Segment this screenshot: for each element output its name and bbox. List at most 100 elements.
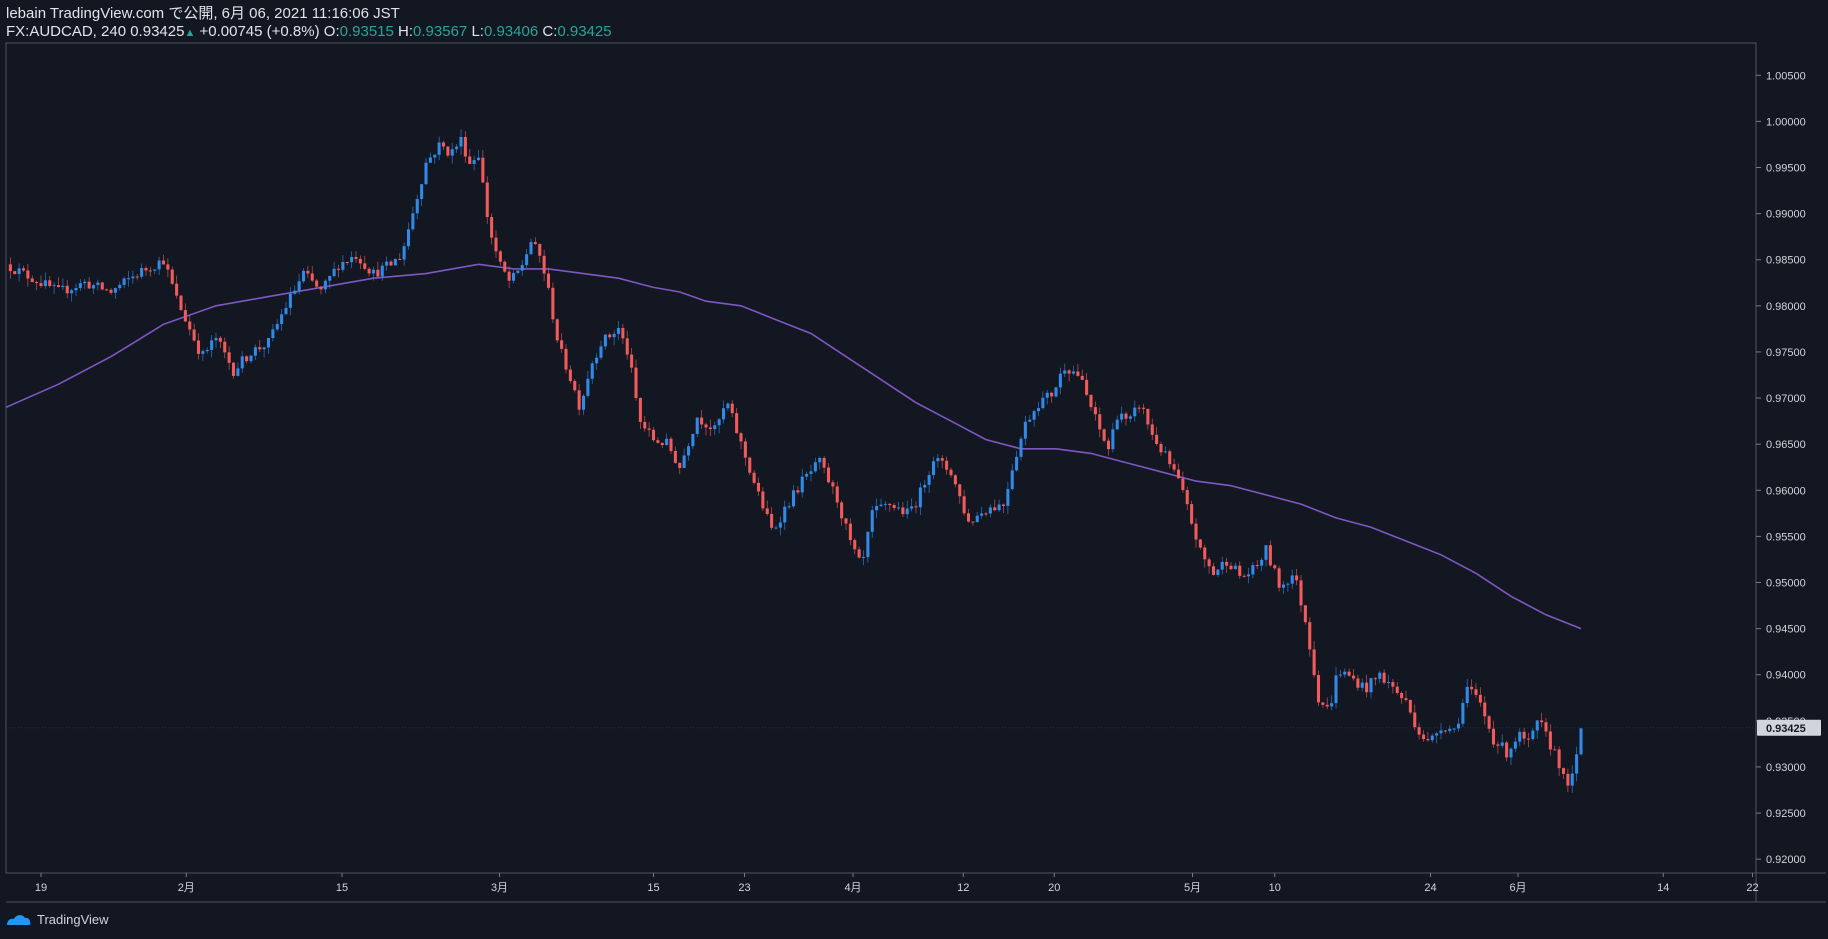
candle-body	[1006, 489, 1010, 506]
candle-body	[1347, 671, 1351, 676]
candle-body	[389, 261, 393, 266]
candle	[1268, 540, 1272, 568]
candle-body	[323, 280, 327, 290]
candle	[153, 269, 157, 275]
candle-body	[1452, 728, 1456, 730]
candle	[1500, 734, 1504, 749]
time-axis[interactable]: 19 2月 15 3月 15 23 4月 12 20 5月 10 24 6月 14 22	[35, 873, 1759, 894]
candle	[1190, 500, 1194, 526]
candle	[1303, 604, 1307, 625]
candle	[1421, 730, 1426, 742]
candle-body	[1093, 407, 1097, 415]
candle	[441, 140, 446, 151]
candle-body	[144, 268, 148, 271]
candle-body	[826, 467, 831, 483]
candle-body	[301, 270, 306, 282]
candle-body	[455, 146, 459, 150]
candle	[91, 283, 96, 294]
chart-pane-frame[interactable]	[5, 42, 1757, 874]
candle	[183, 303, 187, 322]
candle	[831, 479, 835, 495]
candle	[857, 546, 861, 559]
candle-body	[218, 337, 222, 342]
candle-body	[1023, 421, 1027, 439]
candle	[551, 282, 555, 324]
open-label: O:	[323, 23, 340, 40]
candle	[953, 474, 957, 488]
candle-body	[945, 460, 949, 470]
footer-brand[interactable]: TradingView	[6, 912, 109, 927]
candle	[975, 511, 979, 523]
candle-body	[1330, 703, 1334, 707]
candle-body	[122, 278, 126, 285]
candle-body	[118, 284, 122, 289]
candle	[148, 266, 152, 277]
x-tick-label: 19	[35, 882, 47, 894]
candle	[896, 501, 901, 511]
candle-body	[678, 462, 682, 469]
candle-body	[879, 504, 883, 507]
candle-body	[39, 283, 43, 286]
y-tick-label: 0.92000	[1766, 854, 1806, 866]
candle-body	[100, 282, 104, 290]
candle	[271, 323, 275, 342]
candle-body	[1159, 443, 1163, 453]
candle	[424, 158, 428, 185]
candle	[988, 504, 992, 518]
x-tick-label: 2月	[178, 882, 195, 894]
candle	[1509, 747, 1513, 765]
candle	[1194, 518, 1198, 548]
candle	[1273, 563, 1277, 571]
candle	[1106, 437, 1111, 456]
candle	[1115, 415, 1119, 430]
candle	[1526, 732, 1531, 748]
price-axis[interactable]: 0.920000.925000.930000.935000.940000.945…	[1756, 70, 1821, 866]
candle	[415, 194, 419, 220]
candle	[980, 506, 984, 519]
candle	[1330, 695, 1334, 711]
candle-body	[1299, 580, 1303, 606]
candle	[971, 521, 975, 526]
candle	[192, 323, 196, 342]
x-tick-label: 3月	[491, 882, 508, 894]
candle-body	[450, 149, 454, 156]
candle	[61, 278, 65, 290]
candle	[695, 417, 699, 438]
candle-body	[923, 484, 927, 488]
candle	[1373, 677, 1377, 686]
candle-body	[1211, 566, 1216, 575]
candle-body	[1496, 744, 1500, 746]
candle	[1391, 678, 1395, 694]
candle-body	[433, 154, 437, 158]
candle	[726, 402, 730, 411]
candle-body	[1238, 565, 1242, 576]
candle	[140, 263, 144, 280]
candle	[875, 498, 879, 518]
price-chart[interactable]: 0.920000.925000.930000.935000.940000.945…	[0, 0, 1828, 905]
candle	[389, 259, 393, 266]
candle	[651, 426, 656, 442]
candle-body	[538, 243, 542, 256]
candle-body	[1216, 569, 1220, 575]
candle-body	[1373, 678, 1377, 680]
candle	[280, 308, 284, 331]
candle-body	[485, 182, 489, 218]
candle-body	[1176, 469, 1181, 479]
chart-pane[interactable]	[5, 42, 1826, 903]
candle-body	[1343, 671, 1347, 675]
candle-body	[52, 285, 56, 287]
candle	[1124, 411, 1128, 426]
candle	[406, 222, 411, 250]
candle-body	[1098, 414, 1102, 430]
candle	[931, 456, 936, 480]
candle	[1308, 617, 1312, 657]
candle	[275, 319, 279, 332]
candle	[1098, 407, 1102, 438]
publish-info: lebain TradingView.com で公開, 6月 06, 2021 …	[6, 5, 400, 22]
candle	[822, 455, 826, 474]
candle	[568, 365, 572, 384]
candle	[236, 362, 240, 377]
candle	[1028, 415, 1032, 423]
candle	[1561, 767, 1566, 780]
candle	[1128, 414, 1132, 423]
